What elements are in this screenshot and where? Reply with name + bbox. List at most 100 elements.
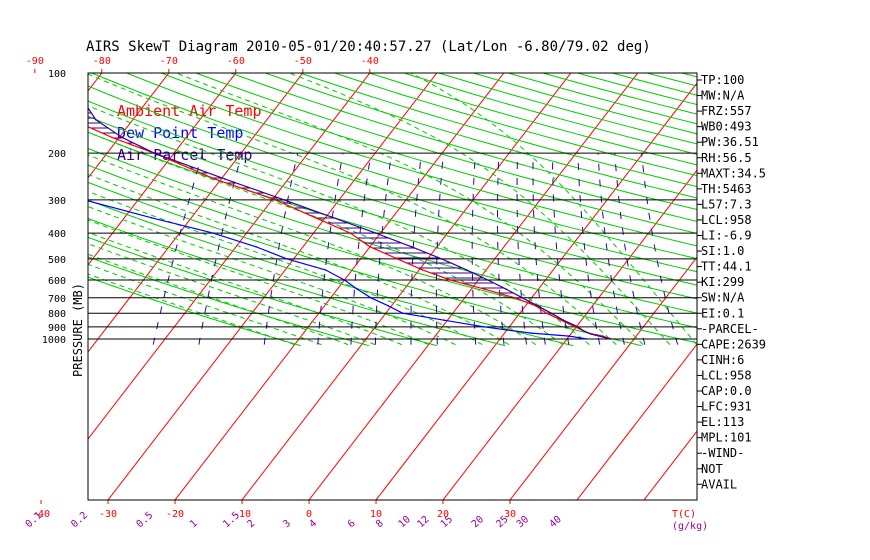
profile-point: [568, 335, 571, 337]
mixing-ratio-label: 1: [188, 518, 200, 530]
moist-adiabat-line: [88, 154, 537, 346]
pressure-tick-label: 200: [48, 149, 66, 160]
profile-point: [483, 288, 486, 291]
dry-adiabat-line: [646, 73, 697, 87]
profile-point: [95, 119, 97, 121]
pressure-tick-label: 600: [48, 276, 66, 287]
profile-point: [349, 232, 352, 234]
profile-point: [387, 305, 390, 307]
profile-point: [81, 98, 83, 100]
profile-point: [111, 136, 114, 139]
profile-point: [576, 326, 579, 328]
profile-point: [212, 232, 214, 234]
mixing-ratio-label: 12: [415, 514, 431, 530]
profile-point: [370, 297, 372, 299]
mixing-ratio-line: [614, 153, 646, 345]
dry-adiabat-line: [265, 73, 697, 199]
bottom-temperature-tick-label: 20: [437, 509, 449, 520]
side-panel-item: L57:7.3: [701, 197, 752, 211]
y-axis-label: PRESSURE (MB): [71, 283, 85, 377]
mixing-ratio-line: [435, 153, 444, 345]
bottom-temperature-tick-label: 0: [306, 509, 312, 520]
top-temperature-tick-label: -90: [26, 56, 44, 67]
profile-point: [314, 216, 317, 219]
profile-point: [332, 216, 335, 219]
dry-adiabat-line: [88, 100, 697, 286]
isotherm-line: [88, 73, 237, 266]
isotherm-line: [174, 73, 505, 500]
mixing-ratio-label: 30: [515, 514, 531, 530]
side-panel-item: -WIND-: [701, 446, 744, 460]
side-panel-item: LCL:958: [701, 213, 752, 227]
mixing-ratio-line: [516, 153, 527, 345]
side-panel-item: RH:56.5: [701, 151, 752, 165]
isotherm-line: [241, 73, 572, 500]
side-panel-item: KI:299: [701, 275, 744, 289]
isotherm-line: [509, 256, 697, 500]
bottom-unit-label: T(C): [672, 509, 696, 520]
mixing-ratio-line: [532, 153, 546, 345]
profile-point: [562, 319, 565, 322]
chart-title: AIRS SkewT Diagram 2010-05-01/20:40:57.2…: [86, 39, 651, 55]
side-panel-item: AVAIL: [701, 477, 737, 491]
dry-adiabat-line: [508, 73, 697, 125]
side-panel-item: SW:N/A: [701, 291, 745, 305]
mixing-ratio-line: [577, 153, 601, 345]
pressure-tick-label: 300: [48, 196, 66, 207]
side-panel-item: LCL:958: [701, 368, 752, 382]
pressure-tick-label: 500: [48, 255, 66, 266]
side-panel-item: TP:100: [701, 73, 744, 87]
profile-point: [521, 297, 524, 299]
profile-point: [283, 199, 286, 201]
profile-point: [121, 136, 124, 139]
side-panel-item: NOT: [701, 462, 723, 476]
mixing-ratio-label: 2: [246, 518, 258, 530]
side-panel-item: LI:-6.9: [701, 229, 752, 243]
side-panel-item: EL:113: [701, 415, 744, 429]
pressure-tick-label: 900: [48, 323, 66, 334]
mixing-ratio-label: 0.5: [135, 510, 156, 530]
mixing-ratio-label: 10: [397, 514, 413, 530]
profile-point: [343, 279, 346, 281]
moist-adiabat-line: [88, 190, 483, 346]
dry-adiabat-line: [88, 115, 697, 300]
mixing-ratio-label: 4: [307, 518, 319, 530]
moist-adiabat-line: [289, 73, 671, 345]
profile-point: [505, 288, 508, 291]
mixing-ratio-line: [317, 153, 344, 345]
isotherm-line: [88, 73, 371, 440]
dry-adiabat-line: [88, 181, 642, 347]
profile-point: [506, 329, 508, 331]
mixing-ratio-label: 3: [281, 518, 293, 530]
bottom-temperature-tick-label: -30: [99, 509, 117, 520]
side-panel-item: CAPE:2639: [701, 337, 766, 351]
side-panel-item: CINH:6: [701, 353, 744, 367]
profile-point: [84, 199, 86, 201]
profile-point: [410, 246, 413, 248]
mixing-ratio-label: 8: [374, 518, 386, 530]
dry-adiabat-line: [126, 73, 697, 247]
side-panel-item: MPL:101: [701, 431, 752, 445]
profile-point: [514, 297, 516, 299]
top-temperature-tick-label: -70: [160, 56, 178, 67]
profile-point: [72, 119, 74, 121]
profile-point: [586, 338, 588, 340]
profile-point: [153, 152, 155, 154]
side-panel-item: PW:36.51: [701, 135, 759, 149]
profile-point: [609, 338, 612, 340]
profile-point: [487, 279, 489, 281]
profile-point: [440, 258, 443, 260]
isotherm-line: [576, 343, 697, 500]
side-panel-item: -PARCEL-: [701, 322, 759, 336]
mixing-ratio-line: [152, 152, 204, 345]
moist-adiabat-line: [88, 243, 376, 346]
dry-adiabat-line: [403, 73, 697, 155]
isotherm-line: [442, 169, 697, 500]
pressure-tick-label: 100: [48, 69, 66, 80]
dry-adiabat-line: [195, 73, 697, 222]
dry-adiabat-line: [88, 199, 574, 347]
profile-point: [213, 178, 216, 180]
pressure-gridlines: [88, 152, 697, 340]
